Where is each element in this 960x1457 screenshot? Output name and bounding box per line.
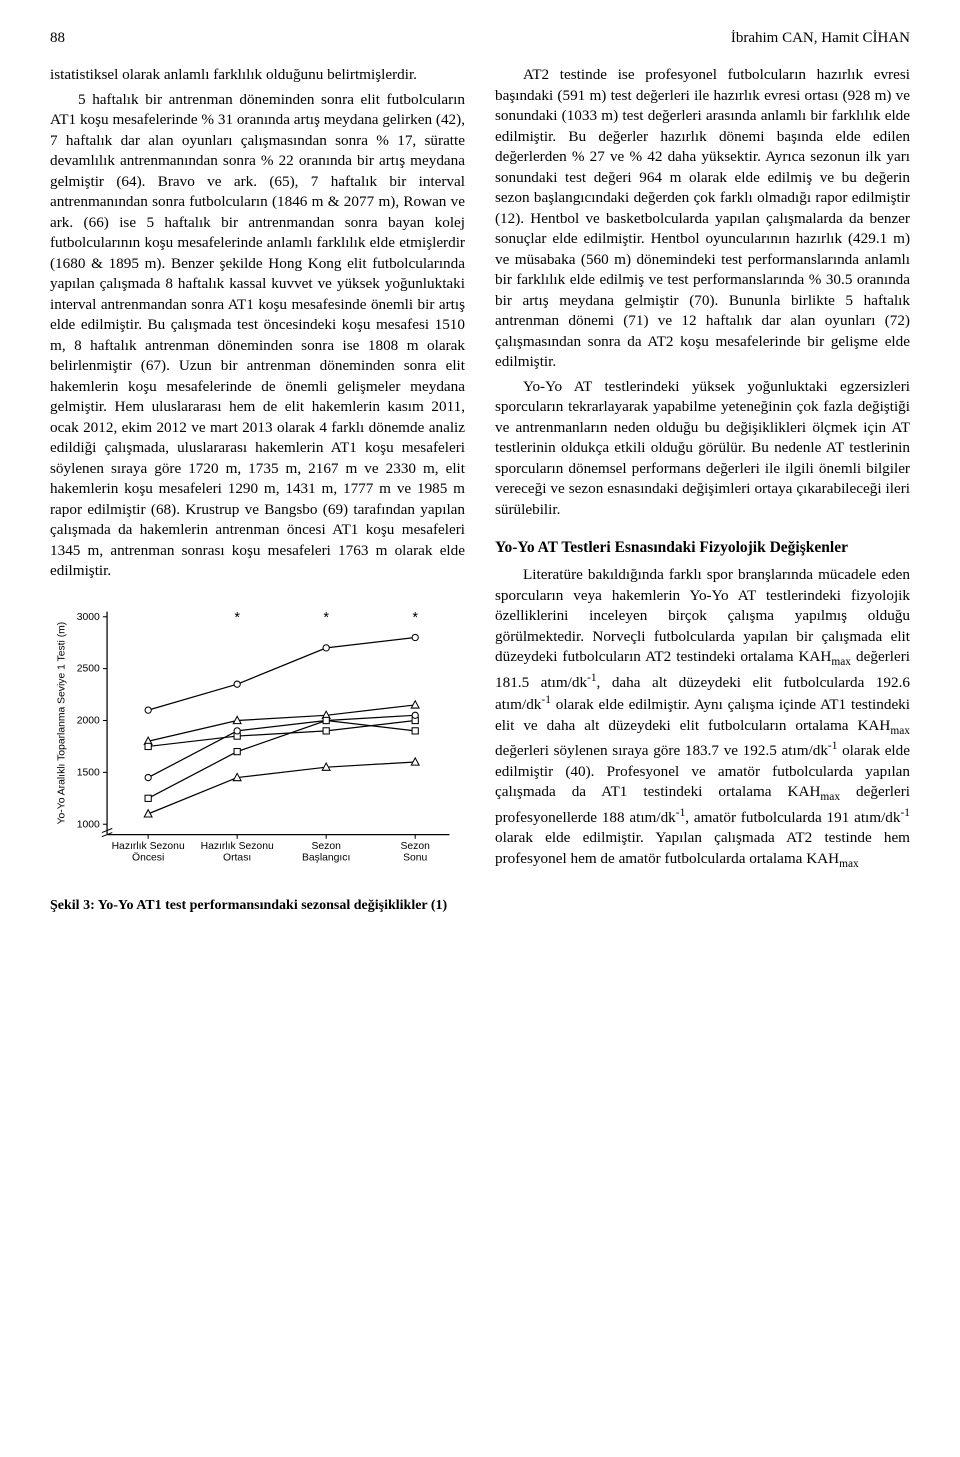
svg-text:Başlangıcı: Başlangıcı — [302, 852, 350, 863]
svg-text:2500: 2500 — [77, 664, 100, 675]
figure-caption: Şekil 3: Yo-Yo AT1 test performansındaki… — [50, 897, 465, 915]
right-para-1: AT2 testinde ise profesyonel futbolcular… — [495, 65, 910, 373]
columns: istatistiksel olarak anlamlı farklılık o… — [50, 65, 910, 916]
page-number: 88 — [50, 30, 65, 47]
page-header: 88 İbrahim CAN, Hamit CİHAN — [50, 30, 910, 47]
svg-text:*: * — [412, 610, 418, 626]
left-column: istatistiksel olarak anlamlı farklılık o… — [50, 65, 465, 916]
svg-text:1500: 1500 — [77, 767, 100, 778]
svg-text:3000: 3000 — [77, 612, 100, 623]
svg-text:Sonu: Sonu — [403, 852, 427, 863]
left-para-2: 5 haftalık bir antrenman döneminden sonr… — [50, 90, 465, 582]
svg-text:*: * — [234, 610, 240, 626]
svg-text:*: * — [323, 610, 329, 626]
right-para-3: Literatüre bakıldığında farklı spor bran… — [495, 565, 910, 872]
svg-text:Sezon: Sezon — [311, 841, 341, 852]
header-authors: İbrahim CAN, Hamit CİHAN — [731, 30, 910, 47]
svg-text:Sezon: Sezon — [401, 841, 431, 852]
figure-svg: 1000 1500 2000 2500 3000 Yo-Yo Aralıklı Topar… — [50, 596, 465, 887]
right-para-2: Yo-Yo AT testlerindeki yüksek yoğunlukta… — [495, 377, 910, 521]
svg-text:Öncesi: Öncesi — [132, 851, 164, 863]
left-para-1: istatistiksel olarak anlamlı farklılık o… — [50, 65, 465, 86]
svg-text:Hazırlık Sezonu: Hazırlık Sezonu — [201, 841, 274, 852]
section-heading: Yo-Yo AT Testleri Esnasındaki Fizyolojik… — [495, 538, 910, 559]
svg-text:Ortası: Ortası — [223, 852, 251, 863]
page: 88 İbrahim CAN, Hamit CİHAN istatistikse… — [0, 0, 960, 956]
figure-3: 1000 1500 2000 2500 3000 Yo-Yo Aralıklı Topar… — [50, 596, 465, 916]
right-column: AT2 testinde ise profesyonel futbolcular… — [495, 65, 910, 916]
svg-text:1000: 1000 — [77, 819, 100, 830]
svg-text:Yo-Yo Aralıklı Toparlanma Sevi: Yo-Yo Aralıklı Toparlanma Seviye 1 Testi… — [57, 622, 68, 825]
svg-text:2000: 2000 — [77, 716, 100, 727]
svg-text:Hazırlık Sezonu: Hazırlık Sezonu — [112, 841, 185, 852]
